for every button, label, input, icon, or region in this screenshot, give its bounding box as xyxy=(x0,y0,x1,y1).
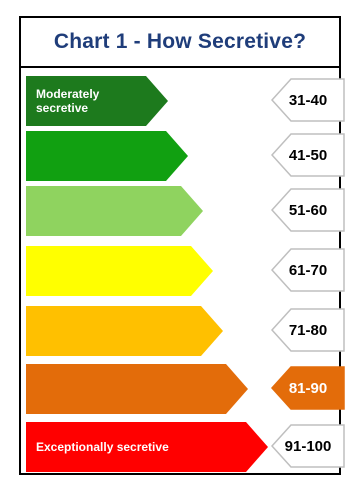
band-label: Exceptionally secretive xyxy=(36,422,246,472)
band-arrow xyxy=(26,186,203,236)
band-arrow-shape xyxy=(26,131,188,181)
band-row: 81-90 xyxy=(21,364,339,414)
band-row: Moderately secretive 31-40 xyxy=(21,76,339,126)
band-row: 51-60 xyxy=(21,186,339,236)
range-tag: 31-40 xyxy=(271,78,345,122)
range-label: 81-90 xyxy=(271,366,345,410)
range-tag: 51-60 xyxy=(271,188,345,232)
band-arrow xyxy=(26,306,223,356)
band-arrow-shape xyxy=(26,306,223,356)
range-label: 41-50 xyxy=(271,133,345,177)
chart-title: Chart 1 - How Secretive? xyxy=(54,30,306,54)
band-arrow-shape xyxy=(26,246,213,296)
band-row: Exceptionally secretive 91-100 xyxy=(21,422,339,472)
band-arrow xyxy=(26,364,248,414)
band-arrow-shape xyxy=(26,364,248,414)
range-tag: 61-70 xyxy=(271,248,345,292)
band-arrow: Exceptionally secretive xyxy=(26,422,268,472)
chart-frame: Chart 1 - How Secretive? Moderately secr… xyxy=(19,16,341,475)
range-label: 31-40 xyxy=(271,78,345,122)
band-arrow xyxy=(26,246,213,296)
band-row: 61-70 xyxy=(21,246,339,296)
chart-title-bar: Chart 1 - How Secretive? xyxy=(21,18,339,68)
band-arrow xyxy=(26,131,188,181)
range-tag: 41-50 xyxy=(271,133,345,177)
range-label: 71-80 xyxy=(271,308,345,352)
range-label: 51-60 xyxy=(271,188,345,232)
range-tag: 71-80 xyxy=(271,308,345,352)
band-arrow-shape xyxy=(26,186,203,236)
band-row: 71-80 xyxy=(21,306,339,356)
range-label: 61-70 xyxy=(271,248,345,292)
band-label: Moderately secretive xyxy=(36,76,146,126)
band-row: 41-50 xyxy=(21,131,339,181)
band-arrow: Moderately secretive xyxy=(26,76,168,126)
range-tag: 91-100 xyxy=(271,424,345,468)
range-label: 91-100 xyxy=(271,424,345,468)
range-tag: 81-90 xyxy=(271,366,345,410)
